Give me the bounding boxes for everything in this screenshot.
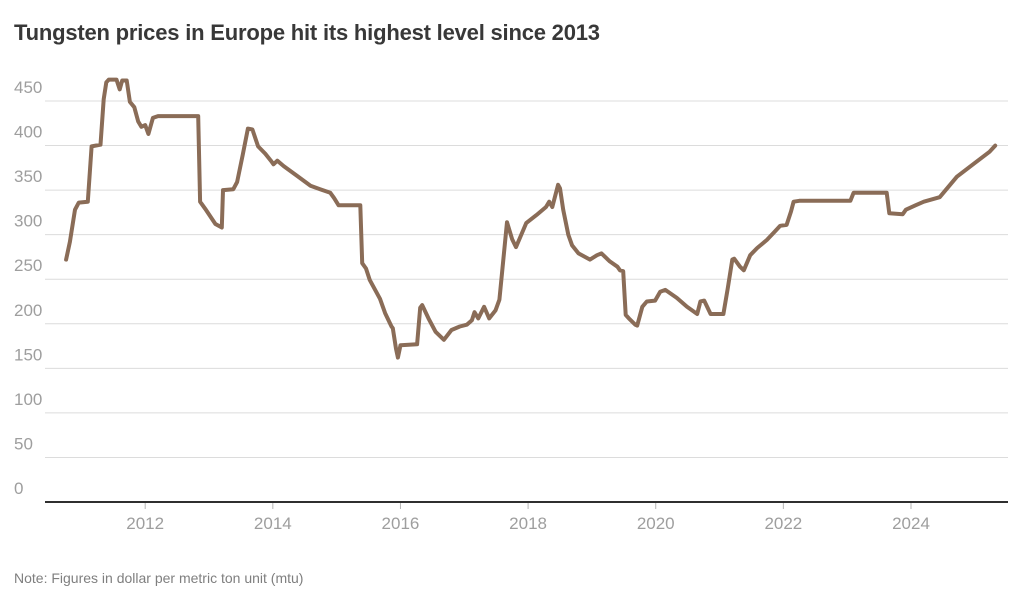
y-axis-label-0: 0 bbox=[14, 479, 23, 498]
x-axis-label-2024: 2024 bbox=[892, 514, 930, 533]
x-axis-label-2016: 2016 bbox=[382, 514, 420, 533]
price-line-series-0 bbox=[64, 77, 998, 360]
y-axis-label-50: 50 bbox=[14, 434, 33, 453]
y-axis-label-150: 150 bbox=[14, 345, 42, 364]
x-axis-label-2014: 2014 bbox=[254, 514, 292, 533]
y-axis-label-100: 100 bbox=[14, 390, 42, 409]
y-axis-label-450: 450 bbox=[14, 78, 42, 97]
x-axis-labels: 2012 2014 2016 2018 2020 2022 2024 bbox=[126, 503, 930, 533]
y-axis-label-350: 350 bbox=[14, 167, 42, 186]
chart-note: Note: Figures in dollar per metric ton u… bbox=[14, 570, 304, 586]
y-axis-label-250: 250 bbox=[14, 256, 42, 275]
x-axis-label-2022: 2022 bbox=[764, 514, 802, 533]
x-axis-label-2018: 2018 bbox=[509, 514, 547, 533]
gridlines bbox=[45, 100, 1008, 458]
y-axis-label-400: 400 bbox=[14, 123, 42, 142]
x-axis-label-2012: 2012 bbox=[126, 514, 164, 533]
x-axis-label-2020: 2020 bbox=[637, 514, 675, 533]
chart-title: Tungsten prices in Europe hit its highes… bbox=[14, 20, 600, 45]
y-axis-labels: 0 50 100 150 200 250 300 350 400 450 bbox=[14, 78, 42, 498]
y-axis-label-200: 200 bbox=[14, 301, 42, 320]
y-axis-label-300: 300 bbox=[14, 212, 42, 231]
